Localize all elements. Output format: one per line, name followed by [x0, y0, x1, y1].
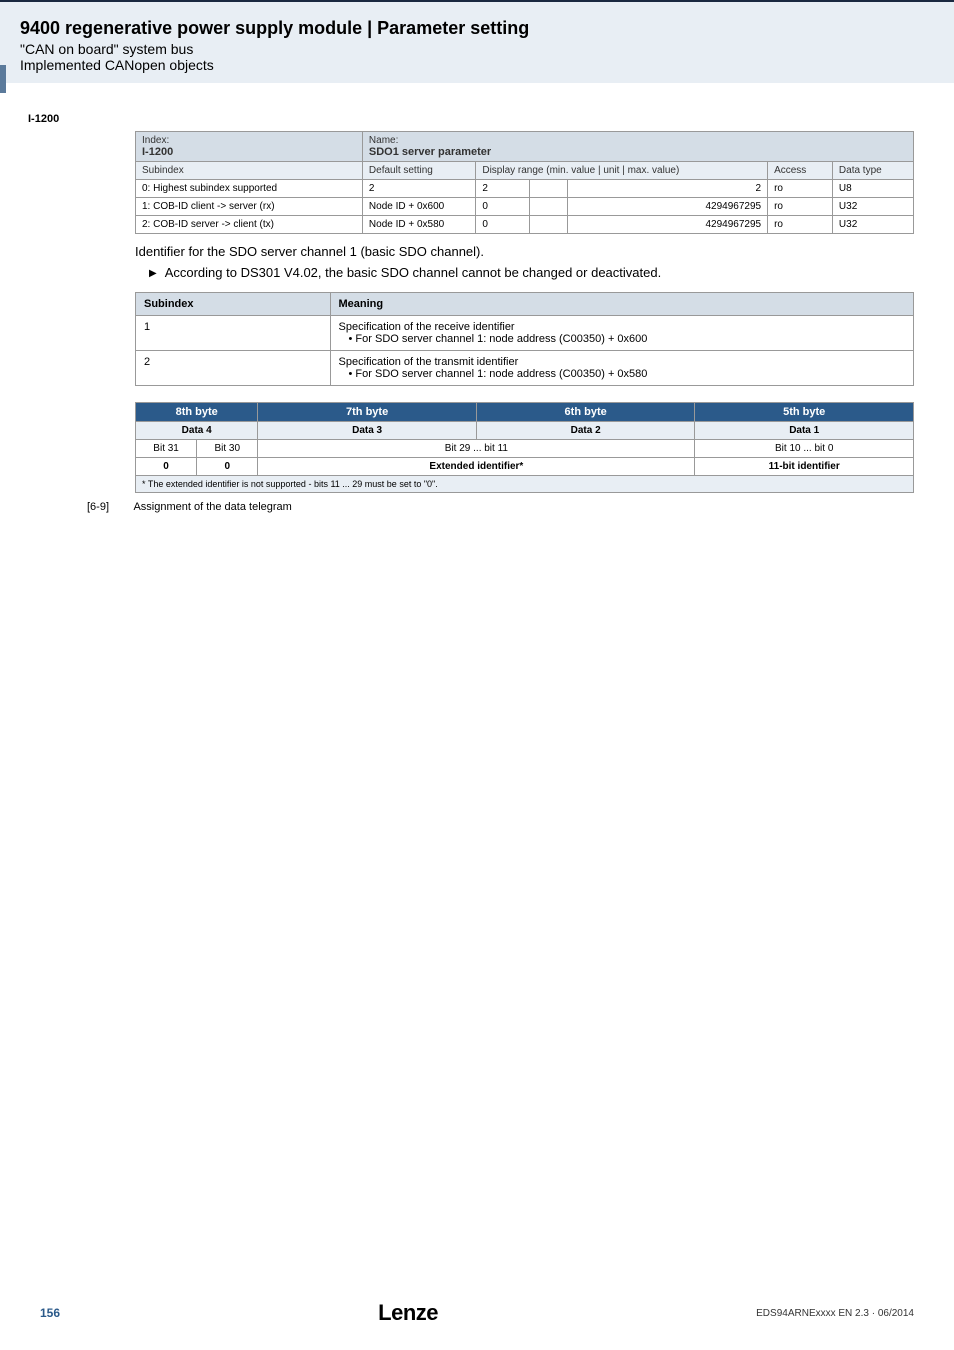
col-subindex: Subindex	[136, 162, 363, 180]
col-datatype: Data type	[832, 162, 913, 180]
doc-code: EDS94ARNExxxx EN 2.3 · 06/2014	[756, 1308, 914, 1319]
col-access: Access	[768, 162, 833, 180]
meaning-h2: Meaning	[330, 293, 914, 316]
brand-logo: Lenze	[378, 1300, 438, 1326]
footer: 156 Lenze EDS94ARNExxxx EN 2.3 · 06/2014	[0, 1300, 954, 1326]
meaning-table: Subindex Meaning 1 Specification of the …	[135, 292, 914, 386]
index-label: Index:	[142, 135, 169, 146]
table-row: 1 Specification of the receive identifie…	[136, 316, 914, 351]
col-display: Display range (min. value | unit | max. …	[476, 162, 768, 180]
name-value: SDO1 server parameter	[369, 146, 491, 158]
table-row: 2 Specification of the transmit identifi…	[136, 351, 914, 386]
section-label: I-1200	[28, 113, 914, 125]
byte-table: 8th byte 7th byte 6th byte 5th byte Data…	[135, 402, 914, 493]
figure-caption: [6-9] Assignment of the data telegram	[87, 501, 914, 513]
content: I-1200 Index: I-1200 Name: SDO1 server p…	[0, 83, 954, 513]
header-sub2: Implemented CANopen objects	[20, 57, 934, 73]
desc-text: Identifier for the SDO server channel 1 …	[135, 244, 914, 259]
header-sub1: "CAN on board" system bus	[20, 41, 934, 57]
index-value: I-1200	[142, 146, 173, 158]
col-default: Default setting	[362, 162, 475, 180]
meaning-h1: Subindex	[136, 293, 331, 316]
content-inner: Index: I-1200 Name: SDO1 server paramete…	[135, 131, 914, 513]
table-row: 1: COB-ID client -> server (rx) Node ID …	[136, 198, 914, 216]
figure-text: Assignment of the data telegram	[133, 501, 291, 513]
bullet-line: According to DS301 V4.02, the basic SDO …	[149, 265, 914, 280]
figure-num: [6-9]	[87, 501, 131, 513]
header-band: 9400 regenerative power supply module | …	[0, 0, 954, 83]
param-table: Index: I-1200 Name: SDO1 server paramete…	[135, 131, 914, 234]
table-row: 2: COB-ID server -> client (tx) Node ID …	[136, 216, 914, 234]
page-number: 156	[40, 1306, 60, 1320]
name-label: Name:	[369, 135, 398, 146]
accent-block	[0, 65, 6, 93]
header-title: 9400 regenerative power supply module | …	[20, 18, 934, 39]
table-row: 0: Highest subindex supported 2 2 2 ro U…	[136, 180, 914, 198]
